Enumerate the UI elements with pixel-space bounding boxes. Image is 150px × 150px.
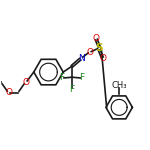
- Text: N: N: [78, 54, 85, 63]
- Text: O: O: [86, 48, 93, 57]
- Text: CH₃: CH₃: [111, 81, 127, 90]
- Text: O: O: [99, 54, 106, 63]
- Text: F: F: [69, 85, 75, 94]
- Text: O: O: [5, 88, 12, 97]
- Text: O: O: [92, 34, 99, 43]
- Text: F: F: [80, 74, 85, 82]
- Text: O: O: [22, 78, 29, 87]
- Text: S: S: [96, 44, 103, 54]
- Text: F: F: [60, 74, 65, 82]
